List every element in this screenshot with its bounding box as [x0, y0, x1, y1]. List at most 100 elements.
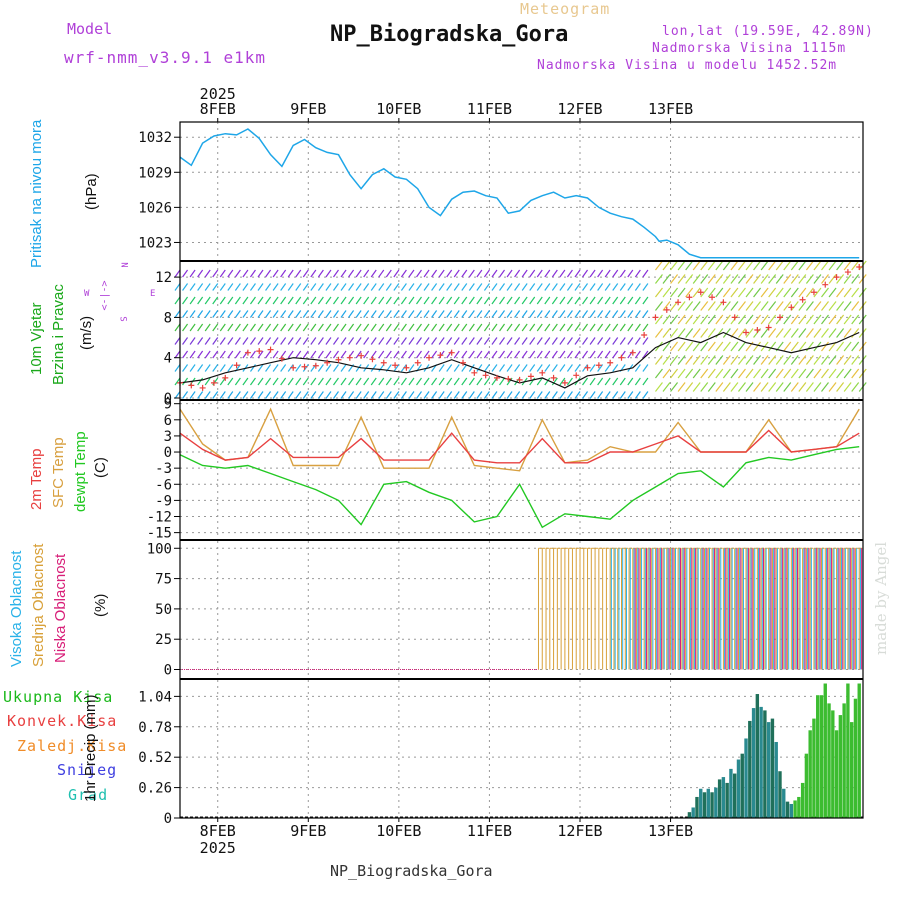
wind-barb: [287, 377, 294, 386]
wind-barb: [363, 283, 370, 291]
wind-barb: [416, 283, 422, 291]
gust-marker: [437, 352, 444, 359]
wind-barb: [544, 337, 551, 345]
wind-barb: [234, 391, 241, 399]
wind-barb: [612, 269, 619, 278]
wind-barb: [738, 355, 746, 365]
wind-barb: [332, 337, 339, 345]
wind-barb: [745, 368, 754, 379]
wind-barb: [355, 283, 362, 291]
wind-barb: [529, 364, 536, 372]
wind-barb: [257, 337, 264, 345]
wind-barb: [453, 377, 460, 386]
top-day-label: 13FEB: [648, 100, 693, 118]
wind-barb: [753, 355, 762, 365]
gust-marker: [697, 289, 704, 296]
wind-barb: [589, 296, 596, 305]
wind-barb: [491, 310, 498, 318]
wind-barb: [753, 382, 762, 392]
wind-barb: [753, 260, 762, 271]
wind-barb: [174, 391, 181, 399]
wind-barb: [227, 350, 234, 359]
wind-barb: [348, 323, 355, 332]
wind-barb: [317, 296, 324, 305]
wind-barb: [265, 350, 272, 359]
wind-barb: [715, 287, 724, 298]
wind-barb: [446, 391, 453, 399]
wind-barb: [393, 296, 400, 305]
wind-barb: [310, 269, 317, 278]
wind-barb: [242, 269, 249, 278]
wind-barb: [521, 391, 528, 399]
wind-barb: [446, 350, 453, 359]
wind-barb: [828, 301, 837, 311]
wind-barb: [393, 323, 400, 332]
wind-barb: [783, 301, 792, 311]
wind-barb: [483, 269, 490, 278]
wind-barb: [182, 337, 189, 345]
pressure-line: [179, 128, 860, 259]
wind-barb: [670, 341, 679, 352]
wind-barb: [642, 337, 649, 345]
wind-barb: [189, 296, 196, 305]
wind-barb: [544, 350, 551, 359]
wind-barb: [400, 323, 407, 332]
chart-frame: [179, 121, 864, 819]
wind-barb: [589, 283, 596, 291]
wind-barb: [760, 301, 769, 311]
wind-barb: [265, 310, 272, 318]
wind-barb: [491, 296, 498, 305]
wind-barb: [370, 310, 377, 318]
wind-barb: [582, 296, 589, 305]
wind-barb: [685, 274, 694, 284]
wind-barb: [805, 301, 814, 311]
wind-barb: [506, 364, 513, 372]
wind-barb: [249, 310, 256, 318]
wind-barb: [692, 341, 701, 352]
model-name: wrf-nmm_v3.9.1 e1km: [64, 48, 267, 67]
wind-barb: [805, 287, 814, 298]
wind-barb: [302, 296, 309, 305]
wind-barb: [483, 337, 490, 345]
wind-barb: [280, 391, 287, 399]
legend-snow: Snijeg: [57, 761, 118, 779]
wind-barb: [340, 377, 347, 386]
wind-barb: [597, 391, 604, 399]
wind-barb: [287, 323, 294, 332]
wind-barb: [775, 355, 784, 365]
wind-barb: [722, 314, 731, 325]
wind-barb: [730, 301, 739, 311]
gust-marker: [312, 362, 319, 369]
wind-barb: [446, 269, 453, 278]
wind-barb: [378, 269, 385, 278]
gust-marker: [301, 363, 308, 370]
wind-barb: [378, 391, 385, 399]
wind-barb: [768, 341, 777, 352]
wind-barb: [174, 364, 181, 372]
wind-barb: [506, 323, 513, 332]
wind-barb: [654, 260, 663, 271]
wind-barb: [670, 301, 679, 311]
wind-barb: [295, 323, 302, 332]
wind-barb: [385, 377, 392, 386]
wind-barb: [529, 283, 536, 291]
wind-barb: [521, 350, 528, 359]
wind-barb: [670, 287, 679, 298]
wind-barb: [468, 377, 475, 386]
wind-barb: [204, 364, 211, 372]
wind-barb: [634, 364, 641, 372]
precip-bar: [733, 773, 737, 818]
wind-barb: [738, 382, 746, 392]
wind-barb: [400, 283, 407, 291]
wind-barb: [851, 301, 860, 311]
gust-marker: [233, 362, 240, 369]
wind-barb: [483, 377, 490, 386]
wind-barb: [363, 269, 370, 278]
wind-barb: [551, 296, 558, 305]
wind-barb: [476, 337, 483, 345]
wind-barb: [325, 350, 332, 359]
wind-barb: [174, 323, 181, 332]
wind-barb: [685, 328, 694, 338]
wind-barb: [798, 260, 807, 271]
wind-barb: [385, 323, 392, 332]
